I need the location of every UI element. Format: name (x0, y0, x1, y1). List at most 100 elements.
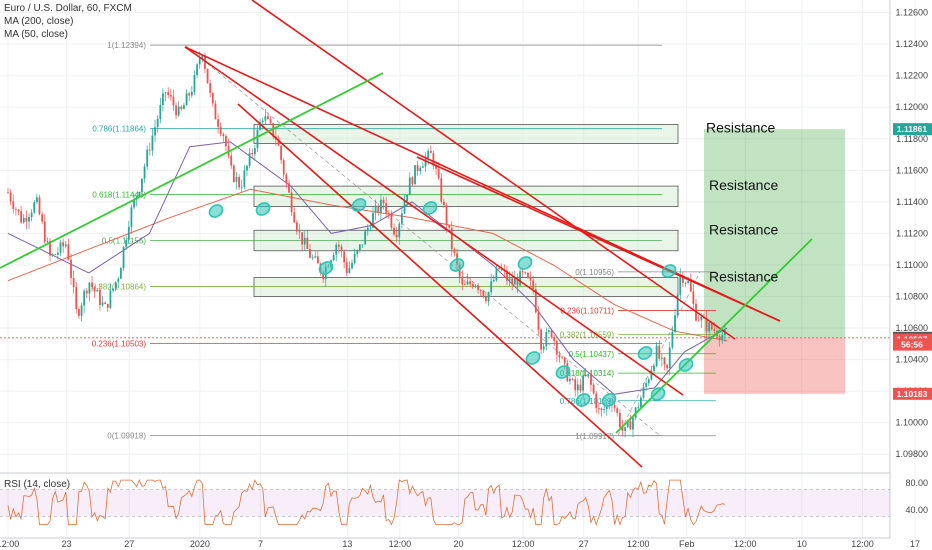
candle-body (395, 234, 398, 238)
candle-body (550, 330, 553, 338)
touch-marker (678, 358, 694, 372)
candle-body (232, 165, 235, 182)
time-axis[interactable]: 12:00 23 27 2020 7 13 12:00 20 12:00 27 12:00 Feb 12… (0, 537, 920, 549)
candle-body (251, 152, 254, 155)
candle-body (332, 254, 335, 261)
candle-body (469, 281, 472, 285)
candle-body (114, 281, 117, 289)
candle-body (138, 192, 141, 197)
candle-body (422, 166, 424, 168)
touch-marker (650, 387, 666, 401)
candle-body (20, 211, 23, 223)
candle-body (613, 404, 616, 409)
price-tick-label: 1.10600 (895, 323, 928, 333)
candle-body (406, 194, 409, 201)
candle-body (267, 116, 269, 120)
price-tick-label: 1.11800 (896, 134, 928, 144)
candle-body (660, 357, 663, 359)
fib-label: 0.236(1.10503) (92, 339, 147, 348)
red-trend-line (416, 156, 781, 322)
rsi-band (0, 489, 890, 517)
candle-body (419, 167, 422, 172)
candle-body (112, 288, 114, 291)
loss-zone (704, 337, 845, 394)
candle-body (12, 201, 15, 209)
candle-body (487, 292, 490, 302)
resistance-label: Resistance (709, 221, 778, 237)
touch-marker (208, 204, 224, 218)
candle-body (17, 209, 20, 212)
candle-body (443, 201, 445, 206)
rsi-legend[interactable]: RSI (14, close) (4, 479, 71, 490)
resistance-zone (253, 124, 679, 144)
candle-body (629, 421, 632, 430)
candle-body (495, 267, 498, 280)
candle-body (164, 92, 167, 94)
price-tick-label: 1.11200 (896, 228, 928, 238)
ma200-legend[interactable]: MA (200, close) (4, 16, 74, 27)
long-position-box[interactable] (0, 129, 890, 394)
candle-body (385, 203, 388, 213)
candle-body (33, 202, 36, 213)
candle-body (398, 223, 401, 238)
candle-body (548, 330, 550, 332)
candle-body (117, 278, 120, 282)
candle-body (183, 105, 185, 110)
candle-body (713, 329, 716, 331)
candle-body (414, 165, 416, 185)
candle-body (198, 58, 201, 65)
candle-body (306, 237, 309, 249)
candle-body (366, 227, 369, 232)
touch-marker (517, 256, 533, 270)
candle-body (211, 93, 214, 104)
candle-body (595, 393, 598, 409)
candle-body (38, 197, 41, 215)
candle-body (148, 149, 151, 151)
candle-body (51, 254, 54, 256)
candle-body (372, 212, 374, 228)
green-trend-line (615, 238, 813, 434)
candle-body (358, 244, 361, 251)
price-tag-label: 56:56 (901, 340, 923, 350)
candle-body (280, 145, 283, 161)
resistance-zone (253, 185, 679, 208)
candle-body (584, 375, 587, 377)
candle-body (408, 177, 411, 195)
candle-body (54, 254, 57, 256)
candle-body (235, 176, 238, 182)
price-tag (893, 338, 932, 351)
candle-body (106, 303, 109, 308)
time-tick-label: 17 (910, 539, 920, 549)
fib-label: 0.618(1.11446) (92, 191, 146, 200)
candle-body (188, 93, 191, 96)
price-tick-label: 1.12600 (895, 8, 928, 18)
candle-body (527, 272, 529, 278)
candle-body (710, 322, 713, 330)
candle-body (576, 384, 579, 391)
candle-body (230, 155, 233, 166)
candle-body (508, 278, 511, 281)
ma50-legend[interactable]: MA (50, close) (4, 29, 68, 40)
candle-body (708, 322, 711, 332)
candle-body (151, 135, 154, 151)
candle-body (209, 83, 212, 94)
candle-body (390, 213, 393, 228)
candle-body (689, 280, 692, 292)
candle-body (104, 302, 107, 304)
candle-body (93, 287, 96, 292)
candle-body (206, 68, 209, 84)
candle-body (7, 192, 9, 194)
candle-body (285, 174, 288, 184)
price-axis[interactable]: 1.098001.100001.102001.104001.106001.108… (889, 0, 928, 538)
candle-body (516, 278, 519, 286)
time-tick-label: 13 (342, 539, 352, 549)
candle-body (624, 427, 627, 431)
fib-label: 0.236(1.10711) (560, 307, 614, 316)
candle-body (240, 186, 243, 188)
resistance-label: Resistance (706, 120, 775, 136)
candle-body (83, 290, 86, 306)
candle-body (639, 397, 642, 408)
candle-body (377, 205, 380, 213)
symbol-title[interactable]: Euro / U.S. Dollar, 60, FXCM (4, 3, 132, 14)
